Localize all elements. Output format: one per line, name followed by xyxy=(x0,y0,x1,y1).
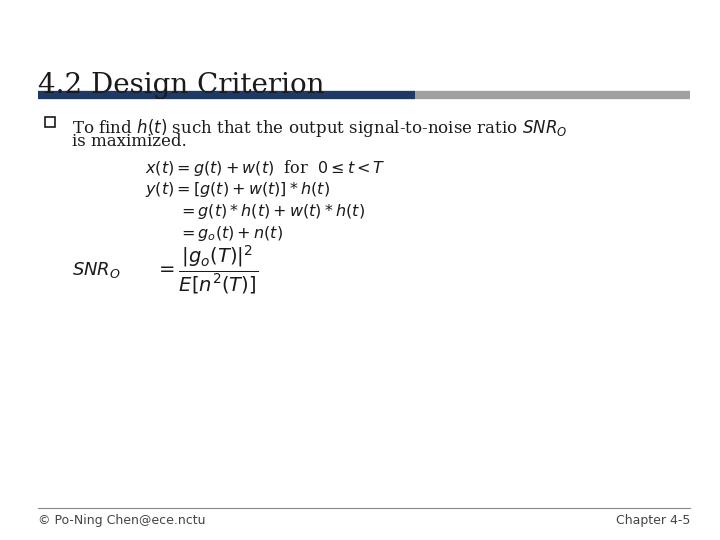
Text: Chapter 4-5: Chapter 4-5 xyxy=(616,514,690,527)
Text: $= g_o(t) + n(t)$: $= g_o(t) + n(t)$ xyxy=(178,224,283,243)
Text: $SNR_O$: $SNR_O$ xyxy=(72,260,121,280)
Text: 4.2 Design Criterion: 4.2 Design Criterion xyxy=(38,72,325,99)
Text: © Po-Ning Chen@ece.nctu: © Po-Ning Chen@ece.nctu xyxy=(38,514,205,527)
Text: $x(t) = g(t) + w(t)$  for  $0 \leq t < T$: $x(t) = g(t) + w(t)$ for $0 \leq t < T$ xyxy=(145,158,386,178)
Bar xyxy=(45,117,55,127)
Text: is maximized.: is maximized. xyxy=(72,133,186,150)
Text: To find $h(t)$ such that the output signal-to-noise ratio $SNR_O$: To find $h(t)$ such that the output sign… xyxy=(72,117,567,139)
Text: $y(t) = [g(t) + w(t)] * h(t)$: $y(t) = [g(t) + w(t)] * h(t)$ xyxy=(145,180,330,199)
Text: $= g(t) * h(t) + w(t) * h(t)$: $= g(t) * h(t) + w(t) * h(t)$ xyxy=(178,202,365,221)
Text: $= \dfrac{|g_o(T)|^2}{E[n^2(T)]}$: $= \dfrac{|g_o(T)|^2}{E[n^2(T)]}$ xyxy=(155,244,258,296)
